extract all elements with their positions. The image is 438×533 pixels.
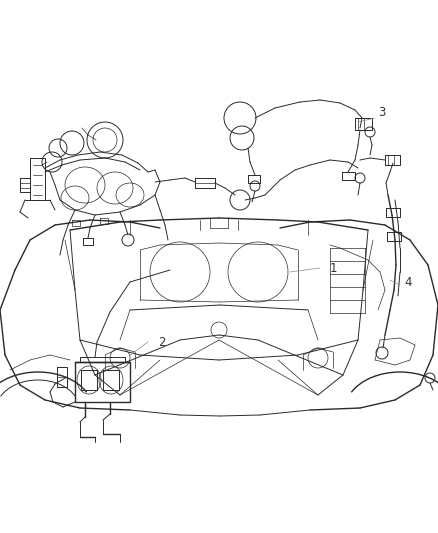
Text: 2: 2 xyxy=(158,335,166,349)
Text: 4: 4 xyxy=(404,276,411,288)
Text: 1: 1 xyxy=(330,262,338,274)
Text: 3: 3 xyxy=(378,106,385,118)
